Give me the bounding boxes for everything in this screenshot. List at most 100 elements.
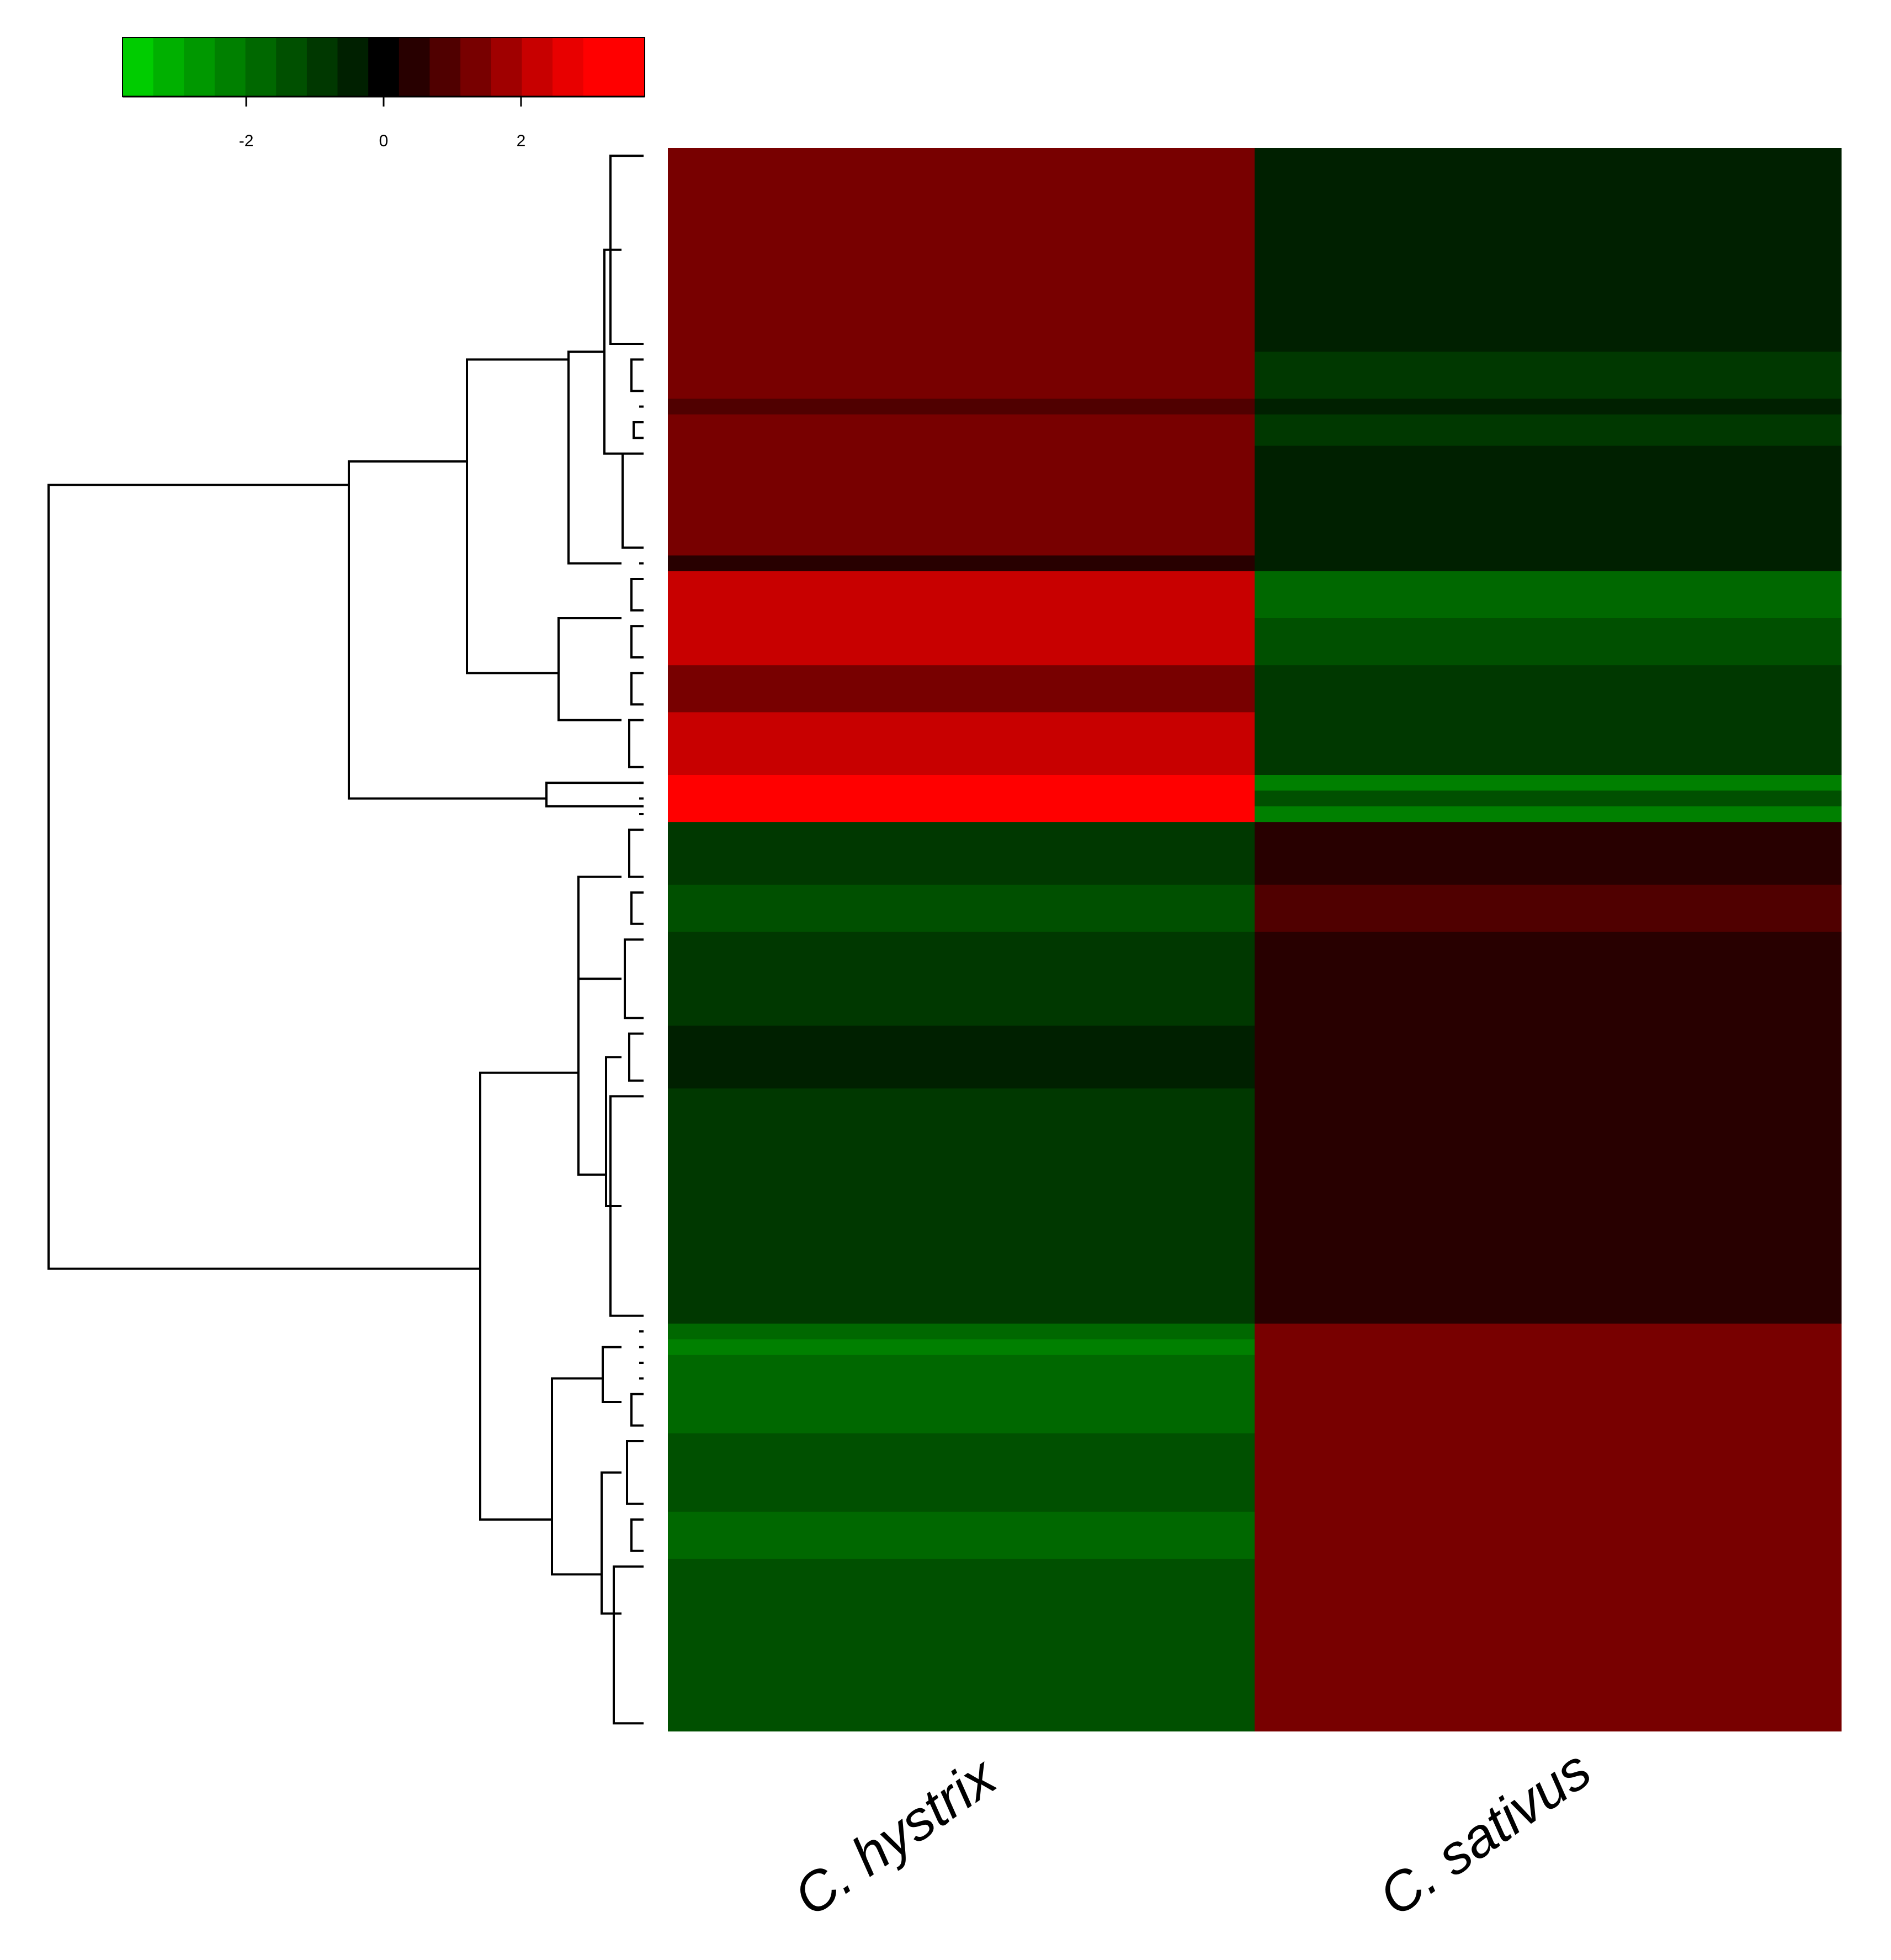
color-key-tick-label: -2 xyxy=(239,132,254,150)
heatmap-cell xyxy=(1255,1324,1842,1340)
heatmap-cell xyxy=(668,1386,1255,1434)
heatmap-cell xyxy=(668,571,1255,619)
heatmap-cell xyxy=(1255,1433,1842,1512)
heatmap-cell xyxy=(1255,571,1842,619)
color-key-swatch xyxy=(276,38,307,97)
heatmap-cell xyxy=(1255,884,1842,932)
heatmap-cell xyxy=(1255,1371,1842,1387)
color-key-swatch xyxy=(368,38,400,97)
heatmap-cell xyxy=(668,665,1255,713)
color-key-swatch xyxy=(306,38,338,97)
heatmap-cell xyxy=(1255,1026,1842,1089)
dendrogram-link xyxy=(603,248,622,455)
dendrogram-link xyxy=(630,891,644,925)
heatmap-cell xyxy=(668,148,1255,352)
color-key-swatch xyxy=(522,38,554,97)
heatmap-cell xyxy=(1255,618,1842,666)
color-key-swatch xyxy=(184,38,215,97)
color-key-swatch xyxy=(553,38,584,97)
dendrogram-link xyxy=(630,358,644,392)
heatmap-cell xyxy=(668,1511,1255,1559)
heatmap-cell xyxy=(668,1339,1255,1356)
dendrogram-link xyxy=(630,578,644,612)
dendrogram-link xyxy=(628,1032,644,1082)
heatmap-cell xyxy=(1255,790,1842,807)
dendrogram-link xyxy=(630,1518,644,1552)
heatmap-cell xyxy=(1255,399,1842,415)
column-label-c-sativus: C. sativus xyxy=(1368,1738,1602,1928)
dendrogram-link xyxy=(348,460,546,800)
heatmap-cell xyxy=(1255,445,1842,556)
heatmap-cell xyxy=(1255,414,1842,447)
dendrogram-link xyxy=(628,719,644,768)
heatmap-cell xyxy=(668,1559,1255,1731)
color-key-swatch xyxy=(245,38,277,97)
heatmap-cell xyxy=(668,1088,1255,1324)
heatmap-cell xyxy=(1255,712,1842,775)
heatmap-cell xyxy=(668,822,1255,885)
dendrogram-link xyxy=(567,350,622,565)
dendrogram-link xyxy=(545,782,644,808)
heatmap-cell xyxy=(668,1026,1255,1089)
column-label-c-hystrix: C. hystrix xyxy=(783,1745,1008,1928)
color-key-tick-label: 0 xyxy=(379,132,389,150)
heatmap-cells xyxy=(668,148,1842,1731)
dendrogram-link xyxy=(613,1565,644,1725)
row-dendrogram xyxy=(47,155,644,1725)
heatmap-cell xyxy=(668,1371,1255,1387)
color-key-swatch xyxy=(399,38,431,97)
heatmap-cell xyxy=(668,352,1255,399)
dendrogram-link xyxy=(628,828,644,878)
dendrogram-link xyxy=(47,484,480,1270)
dendrogram-link xyxy=(601,1471,622,1615)
color-key-swatch xyxy=(460,38,492,97)
heatmap-cell xyxy=(1255,1355,1842,1371)
heatmap-cell xyxy=(1255,806,1842,822)
heatmap-cell xyxy=(668,1355,1255,1371)
heatmap-cell xyxy=(668,775,1255,791)
color-key-tick-label: 2 xyxy=(517,132,526,150)
heatmap-cell xyxy=(668,414,1255,447)
heatmap-cell xyxy=(668,932,1255,1026)
heatmap-cell xyxy=(668,555,1255,572)
dendrogram-link xyxy=(577,875,622,980)
heatmap-cell xyxy=(668,806,1255,822)
dendrogram-link xyxy=(605,1056,622,1207)
heatmap-cell xyxy=(1255,822,1842,885)
heatmap-cell xyxy=(1255,1339,1842,1356)
heatmap-cell xyxy=(668,712,1255,775)
heatmap-cell xyxy=(668,1324,1255,1340)
dendrogram-link xyxy=(630,625,644,658)
heatmap-cell xyxy=(1255,1559,1842,1731)
heatmap-cell xyxy=(1255,932,1842,1026)
heatmap-cell xyxy=(668,445,1255,556)
heatmap-cell xyxy=(1255,1386,1842,1434)
heatmap-cell xyxy=(668,1433,1255,1512)
color-key-swatch xyxy=(214,38,246,97)
dendrogram-link xyxy=(557,617,622,721)
dendrogram-link xyxy=(479,1071,578,1521)
heatmap-cell xyxy=(1255,148,1842,352)
heatmap-cell xyxy=(1255,555,1842,572)
dendrogram-link xyxy=(633,421,644,439)
heatmap-cell xyxy=(668,884,1255,932)
color-key-swatch xyxy=(583,38,615,97)
color-key-swatch xyxy=(491,38,523,97)
color-key-swatch xyxy=(123,38,154,97)
dendrogram-link xyxy=(622,452,644,549)
dendrogram-link xyxy=(602,1346,622,1403)
heatmap-cell xyxy=(668,399,1255,415)
dendrogram-link xyxy=(551,1377,603,1576)
dendrogram-link xyxy=(630,672,644,706)
heatmap-cell xyxy=(668,618,1255,666)
heatmap-cell xyxy=(1255,352,1842,399)
color-key: -2 0 2 xyxy=(122,37,645,150)
dendrogram-link xyxy=(626,1440,644,1505)
dendrogram-link xyxy=(466,358,569,674)
color-key-swatch xyxy=(614,38,645,97)
color-key-swatch xyxy=(429,38,461,97)
color-key-swatch xyxy=(337,38,369,97)
heatmap-cell xyxy=(1255,665,1842,713)
heatmap-cell xyxy=(1255,1511,1842,1559)
